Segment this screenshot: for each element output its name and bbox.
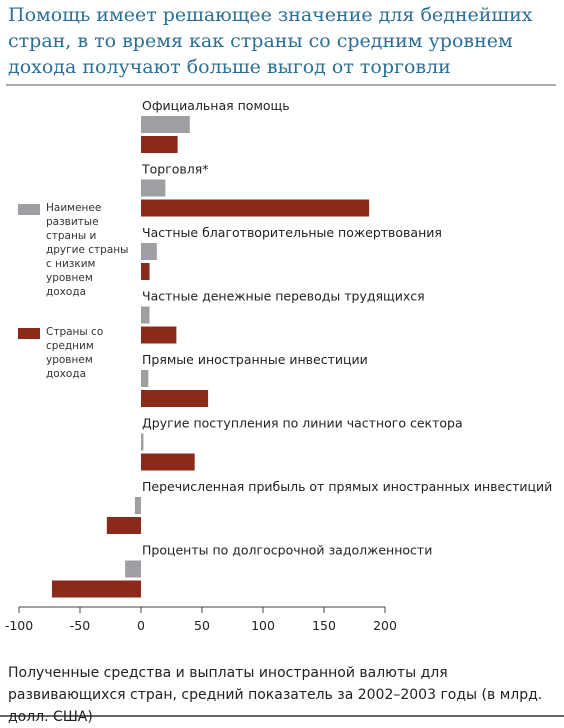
bar <box>141 263 150 280</box>
legend-label: Страны со средним уровнем дохода <box>46 326 104 380</box>
x-tick-label: -100 <box>5 618 33 633</box>
x-tick-label: 100 <box>251 618 275 633</box>
bar <box>141 179 166 197</box>
bar <box>141 116 190 133</box>
category-label: Торговля* <box>141 162 209 177</box>
bar <box>141 370 149 387</box>
x-tick-label: 50 <box>194 618 210 633</box>
category-label: Частные благотворительные пожертвования <box>142 225 442 240</box>
caption: Полученные средства и выплаты иностранно… <box>8 665 543 725</box>
category-label: Официальная помощь <box>142 98 290 113</box>
bar <box>141 453 195 471</box>
bar <box>141 243 157 260</box>
x-tick-label: 200 <box>373 618 397 633</box>
legend-swatch <box>18 204 40 215</box>
legend-label: Наименее развитые страны и другие страны… <box>46 202 129 298</box>
category-label: Другие поступления по линии частного сек… <box>142 416 463 431</box>
bar <box>141 136 178 153</box>
bar <box>141 433 144 451</box>
category-label: Частные денежные переводы трудящихся <box>142 289 425 304</box>
category-label: Прямые иностранные инвестиции <box>142 352 368 367</box>
chart-title: Помощь имеет решающее значение для бедне… <box>8 4 533 78</box>
category-label: Проценты по долгосрочной задолженности <box>142 543 432 558</box>
bar <box>141 199 370 217</box>
legend-swatch <box>18 328 40 339</box>
x-tick-label: 150 <box>312 618 336 633</box>
bar <box>125 560 141 578</box>
x-tick-label: 0 <box>137 618 145 633</box>
bar <box>141 390 209 407</box>
x-tick-label: -50 <box>70 618 90 633</box>
bar <box>141 306 150 324</box>
bar <box>141 326 177 344</box>
category-label: Перечисленная прибыль от прямых иностран… <box>142 479 552 494</box>
bar <box>106 517 141 534</box>
bar <box>51 580 141 598</box>
bar <box>134 497 141 514</box>
